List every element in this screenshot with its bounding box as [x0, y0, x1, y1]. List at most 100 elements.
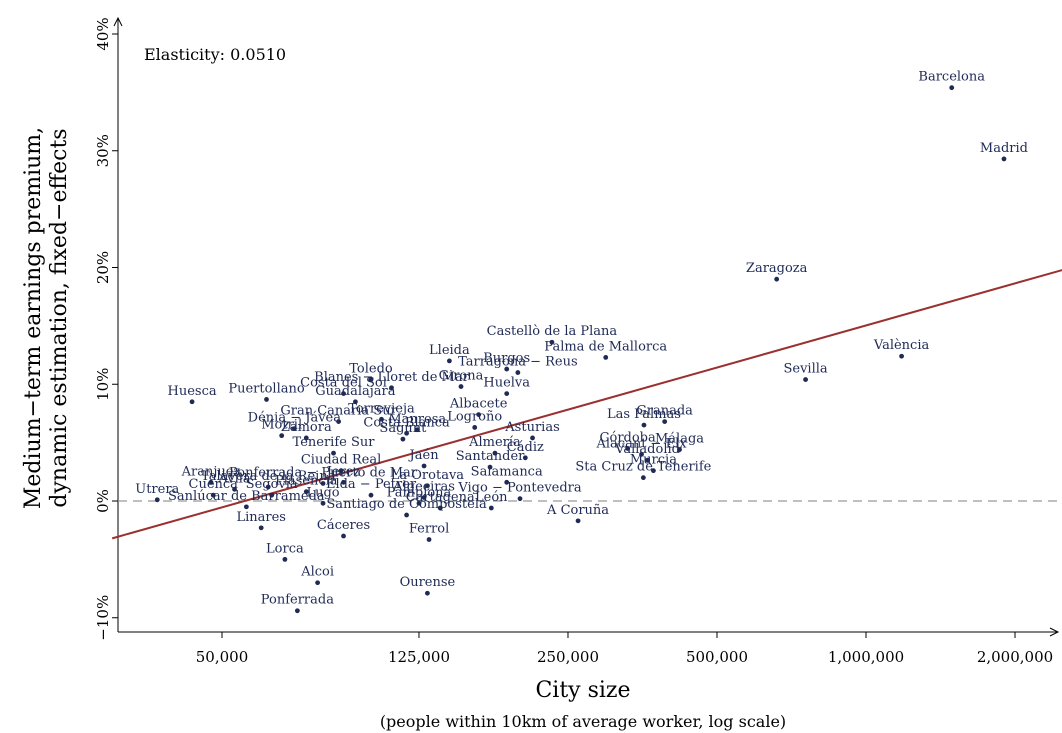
point-label: Barcelona [918, 70, 985, 85]
point-label: Talavera de la Reina [201, 469, 336, 484]
data-point [208, 479, 214, 485]
point-label: La Orotava [391, 468, 465, 483]
point-label: Las Palmas [607, 407, 681, 422]
data-point [243, 504, 249, 510]
data-point [368, 377, 374, 382]
data-point [320, 500, 326, 506]
data-point [303, 489, 309, 495]
point-label: Asturias [504, 420, 559, 435]
elasticity-annotation: Elasticity: 0.0510 [144, 45, 286, 64]
point-label: Zamora [281, 420, 332, 435]
point-label: Lugo [306, 485, 339, 500]
point-label: Jaén [408, 448, 440, 463]
point-label: Toledo [349, 362, 393, 377]
y-tick-label: 10% [94, 368, 112, 401]
x-axis-title: City size [535, 678, 630, 703]
point-label: Albacete [449, 397, 508, 412]
data-point [400, 436, 406, 442]
y-tick-label: 0% [94, 489, 112, 513]
point-label: Almería [468, 435, 521, 450]
point-label: Ourense [400, 575, 456, 590]
point-label: Guadalajara [315, 384, 395, 399]
data-point [258, 525, 264, 531]
point-label: Ciudad Real [301, 453, 381, 468]
point-label: Tarragona − Reus [458, 355, 578, 370]
axes: −10% 0% 10% 20% 30% 40% 50,000 125,000 250,000 50… [94, 16, 1060, 666]
data-point [640, 475, 646, 481]
data-point [1001, 156, 1007, 162]
data-point [504, 391, 510, 396]
point-label: Dénia − Jávea [248, 411, 342, 426]
point-label: Valladolid [614, 442, 680, 457]
point-label: Jerez [325, 464, 361, 479]
point-label: Costa del Sol [300, 376, 387, 391]
data-point [603, 354, 609, 360]
x-tick-label: 250,000 [537, 648, 599, 666]
point-label: Salamanca [471, 464, 543, 479]
data-point [645, 457, 650, 463]
point-label: Madrid [980, 141, 1028, 156]
data-point [530, 435, 535, 441]
point-label: Murcia [630, 453, 677, 468]
data-point [425, 590, 430, 596]
y-tick-label: 40% [94, 17, 112, 50]
data-point [625, 446, 631, 451]
point-label: Tenerife Sur [293, 435, 376, 450]
data-point [404, 430, 409, 436]
point-label: Motril [261, 418, 302, 433]
data-point [338, 468, 344, 474]
data-point [639, 451, 644, 457]
x-tick-label: 2,000,000 [977, 648, 1053, 666]
data-point [269, 492, 275, 498]
data-point [487, 464, 493, 470]
point-label: Lleida [429, 343, 470, 358]
data-point [641, 422, 647, 428]
data-point [421, 495, 427, 500]
point-label: Algeciras [392, 479, 455, 494]
point-label: A Coruña [546, 503, 609, 518]
point-label: Gran Canaria Sur [280, 404, 397, 419]
point-label: Blanes − Lloret de Mar [314, 370, 469, 385]
point-label: Lorca [266, 541, 304, 556]
data-point [341, 533, 346, 539]
point-label: Cartagena [406, 490, 475, 505]
data-point [476, 412, 482, 418]
data-point [265, 484, 271, 490]
x-tick-label: 1,000,000 [828, 648, 904, 666]
point-label: Santiago de Compostela [326, 497, 487, 512]
data-point [651, 468, 656, 474]
data-point [425, 483, 430, 489]
point-label: Ávila [217, 470, 251, 486]
point-label: Puertollano [228, 381, 305, 396]
data-point [515, 370, 521, 375]
point-label: Plasencia [275, 474, 338, 489]
point-label: Ponferrada [261, 593, 334, 608]
point-label: Alacant − Elx [596, 436, 688, 451]
point-label: Pamplona [387, 485, 452, 500]
data-point [549, 339, 555, 345]
data-point [899, 353, 904, 359]
point-label: Zaragoza [746, 261, 808, 276]
data-point [264, 397, 269, 402]
points-group: Barcelona Madrid Zaragoza València Sevilla Ca… [135, 70, 1028, 614]
point-label: Castellò de la Plana [487, 324, 618, 339]
point-label: Manresa [388, 412, 446, 427]
point-label: León [475, 490, 508, 505]
data-point [282, 556, 288, 562]
data-point [416, 500, 422, 506]
data-point [154, 497, 160, 503]
y-tick-label: 20% [94, 251, 112, 284]
point-label: Cáceres [317, 518, 370, 533]
x-tick-label: 50,000 [196, 648, 249, 666]
data-point [294, 608, 300, 614]
x-axis-arrow-icon [1049, 627, 1060, 637]
data-point [291, 426, 297, 432]
point-label: Huelva [483, 376, 530, 391]
data-point [575, 518, 581, 524]
point-label: Segovia [246, 477, 298, 492]
point-label: Torrevieja [348, 401, 415, 416]
point-label: Vigo − Pontevedra [457, 481, 582, 496]
y-axis-arrow-icon [113, 16, 123, 27]
data-point [232, 486, 237, 492]
point-label: Sevilla [783, 362, 827, 377]
